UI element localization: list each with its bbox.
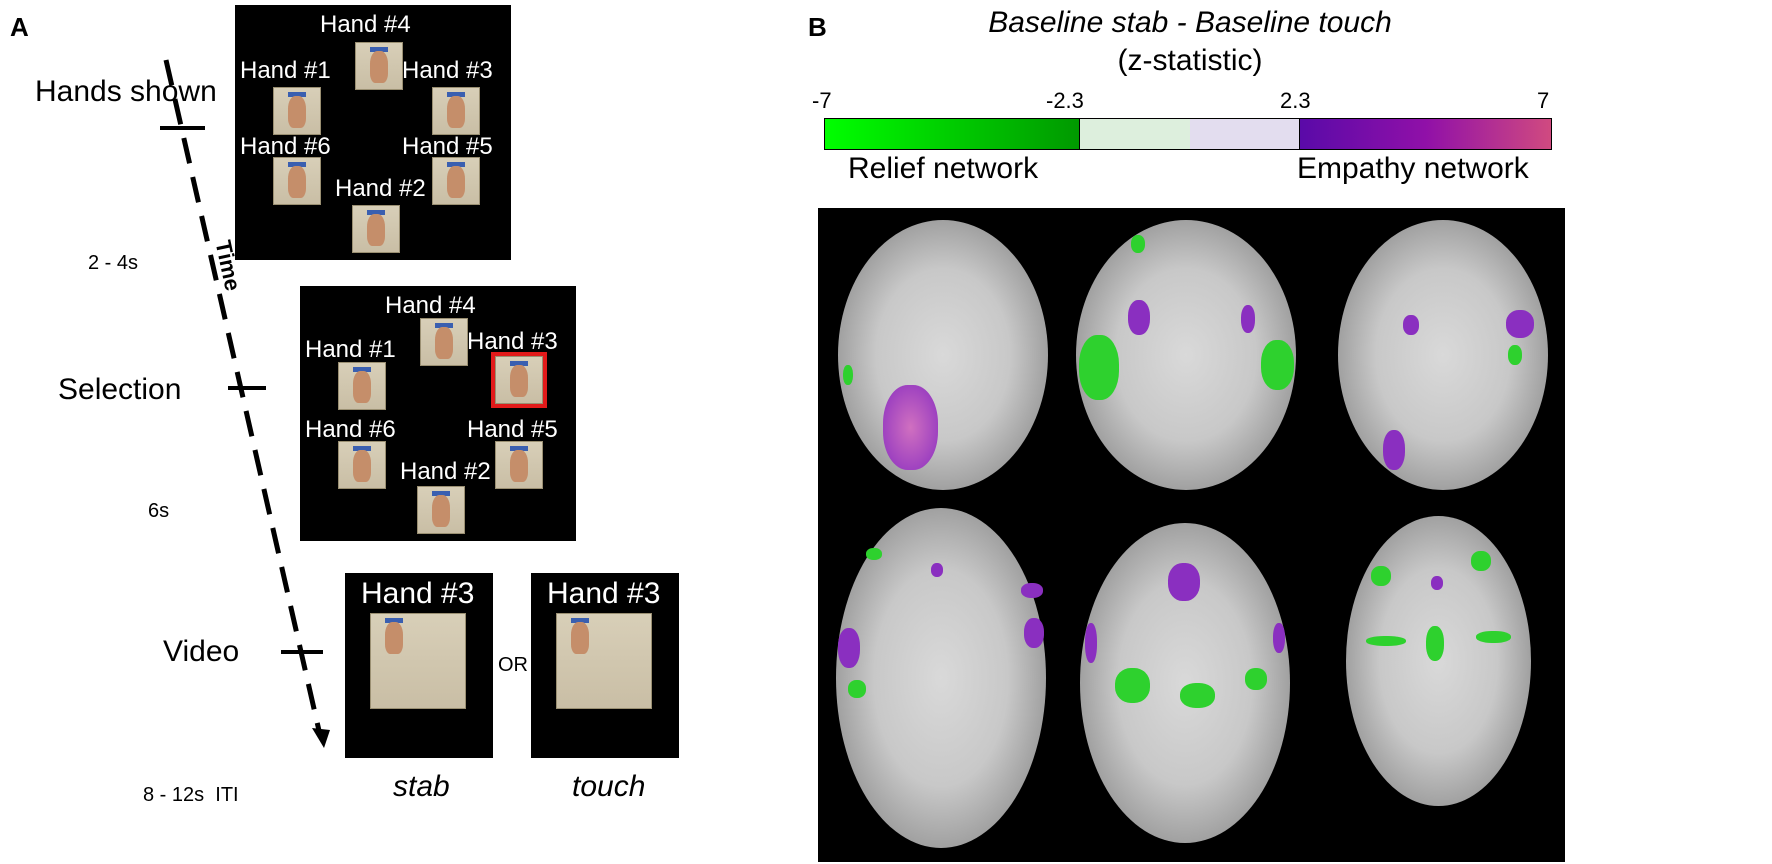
cond-touch: touch [572, 770, 646, 803]
stage-hands-shown: Hands shown [35, 75, 217, 108]
hand-image [417, 486, 465, 534]
brain-slice [836, 508, 1046, 848]
stage-video: Video [163, 635, 240, 668]
colorbar [824, 118, 1552, 150]
colorbar-tick: 7 [1537, 88, 1550, 113]
empathy-cluster [1241, 305, 1255, 333]
hand-image [420, 318, 468, 366]
colorbar-tick: -7 [812, 88, 832, 113]
relief-cluster [1180, 683, 1215, 708]
empathy-cluster [883, 385, 938, 470]
hands-shown-screen: Hand #4 Hand #1 Hand #3 Hand #6 Hand #5 … [235, 5, 511, 260]
hand-image [338, 362, 386, 410]
hand-image [273, 157, 321, 205]
relief-cluster [1371, 566, 1391, 586]
relief-cluster [1245, 668, 1267, 690]
duration-2: 6s [148, 500, 170, 522]
hand-label: Hand #5 [402, 133, 493, 160]
colorbar-tick: 2.3 [1280, 88, 1311, 113]
empathy-cluster [1273, 623, 1285, 653]
hand-label: Hand #4 [385, 292, 476, 319]
hand-label: Hand #3 [402, 57, 493, 84]
colorbar-subthreshold-positive [1190, 119, 1299, 149]
empathy-cluster [1506, 310, 1534, 338]
empathy-network-label: Empathy network [1297, 152, 1529, 185]
empathy-cluster [1021, 583, 1043, 598]
empathy-cluster [1431, 576, 1443, 590]
relief-cluster [866, 548, 882, 560]
relief-cluster [1426, 626, 1444, 661]
relief-cluster [1476, 631, 1511, 643]
brain-slice [838, 220, 1048, 490]
hand-image [352, 205, 400, 253]
relief-cluster [843, 365, 853, 385]
timeline-arrow [160, 59, 330, 748]
empathy-cluster [1024, 618, 1044, 648]
relief-cluster [1366, 636, 1406, 646]
selected-hand-image [491, 352, 547, 408]
or-label: OR [498, 654, 528, 676]
empathy-cluster [1383, 430, 1405, 470]
relief-cluster [1115, 668, 1150, 703]
empathy-cluster [1168, 563, 1200, 601]
brain-slices-panel [818, 208, 1565, 862]
selection-screen: Hand #4 Hand #1 Hand #3 Hand #6 Hand #5 … [300, 286, 576, 541]
hand-label: Hand #2 [400, 458, 491, 485]
video-stab-screen: Hand #3 [345, 573, 493, 758]
hand-label: Hand #1 [305, 336, 396, 363]
stage-selection: Selection [58, 373, 182, 406]
timeline-arrowhead [312, 728, 330, 748]
duration-3: 8 - 12s ITI [143, 784, 239, 806]
relief-cluster [1131, 235, 1145, 253]
relief-cluster [848, 680, 866, 698]
panel-a-letter: A [10, 12, 29, 42]
hand-label: Hand #1 [240, 57, 331, 84]
relief-cluster [1471, 551, 1491, 571]
brain-slice [1080, 523, 1290, 843]
video-touch-screen: Hand #3 [531, 573, 679, 758]
relief-cluster [1079, 335, 1119, 400]
empathy-cluster [1128, 300, 1150, 335]
hand-image [273, 87, 321, 135]
relief-network-label: Relief network [848, 152, 1039, 185]
colorbar-negative [825, 119, 1080, 149]
timeline-dashed-line [163, 59, 323, 736]
empathy-cluster [1085, 623, 1097, 663]
hand-image [432, 87, 480, 135]
cond-stab: stab [393, 770, 450, 803]
hand-label: Hand #4 [320, 11, 411, 38]
hand-label: Hand #3 [467, 328, 558, 355]
video-hand-image [556, 613, 652, 709]
empathy-cluster [1403, 315, 1419, 335]
empathy-cluster [838, 628, 860, 668]
colorbar-tick: -2.3 [1046, 88, 1084, 113]
duration-1: 2 - 4s [88, 252, 139, 274]
empathy-cluster [931, 563, 943, 577]
brain-slice [1076, 220, 1296, 490]
brain-slice [1338, 220, 1548, 490]
video-hand-image [370, 613, 466, 709]
panel-b-letter: B [808, 12, 827, 42]
brain-slice [1346, 516, 1531, 806]
colorbar-subthreshold-negative [1080, 119, 1190, 149]
relief-cluster [1508, 345, 1522, 365]
hand-label: Hand #6 [240, 133, 331, 160]
video-hand-label: Hand #3 [547, 577, 661, 610]
hand-image [338, 441, 386, 489]
hand-image [495, 441, 543, 489]
hand-image [355, 42, 403, 90]
map-title: Baseline stab - Baseline touch [988, 6, 1392, 39]
colorbar-positive [1299, 119, 1551, 149]
relief-cluster [1261, 340, 1294, 390]
video-hand-label: Hand #3 [361, 577, 475, 610]
hand-label: Hand #2 [335, 175, 426, 202]
hand-image [432, 157, 480, 205]
map-subtitle: (z-statistic) [1117, 44, 1263, 77]
hand-label: Hand #5 [467, 416, 558, 443]
hand-label: Hand #6 [305, 416, 396, 443]
